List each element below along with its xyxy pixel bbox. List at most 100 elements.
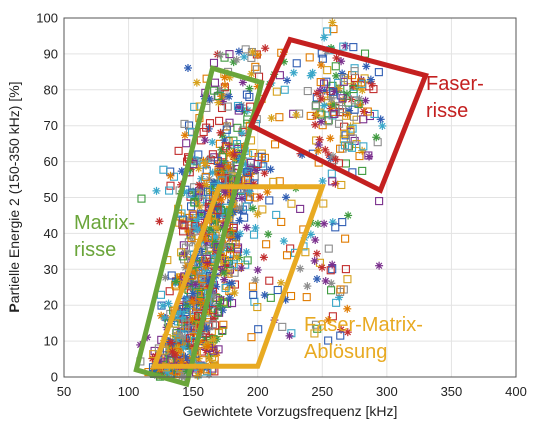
data-point-square	[240, 213, 249, 222]
data-point-asterisk	[321, 276, 330, 285]
data-point-square	[208, 150, 217, 159]
data-point-square	[322, 77, 331, 86]
data-point-square	[199, 127, 208, 137]
data-point-square	[232, 140, 242, 149]
data-point-square	[336, 285, 345, 294]
data-point-square	[219, 320, 228, 329]
data-point-asterisk	[155, 217, 164, 226]
data-point-asterisk	[313, 275, 322, 284]
data-point-asterisk	[209, 178, 218, 187]
y-axis-label-initial: P	[6, 303, 22, 312]
data-point-square	[249, 148, 258, 158]
data-point-asterisk	[237, 194, 246, 203]
data-point-asterisk	[260, 169, 269, 178]
data-point-square	[351, 96, 360, 105]
data-point-asterisk	[217, 195, 226, 204]
data-point-asterisk	[306, 230, 315, 239]
data-point-square	[287, 291, 296, 301]
data-point-square	[272, 87, 281, 96]
data-point-square	[198, 197, 207, 206]
data-point-asterisk	[201, 159, 210, 168]
data-point-asterisk	[193, 225, 202, 234]
data-point-asterisk	[172, 277, 181, 286]
data-point-asterisk	[220, 275, 229, 284]
data-point-asterisk	[311, 236, 320, 245]
data-point-square	[189, 227, 198, 236]
data-point-square	[277, 217, 286, 227]
data-point-asterisk	[267, 114, 276, 123]
data-point-asterisk	[263, 188, 272, 197]
region-label-line: Matrix-	[74, 212, 135, 234]
data-point-square	[328, 312, 337, 321]
data-point-square	[181, 243, 190, 252]
data-point-square	[202, 123, 211, 132]
data-point-square	[238, 128, 247, 137]
data-point-asterisk	[318, 263, 327, 272]
data-point-square	[340, 141, 349, 150]
y-tick-label: 90	[44, 46, 58, 61]
data-point-asterisk	[289, 68, 298, 77]
data-point-square	[200, 246, 209, 255]
data-point-asterisk	[180, 131, 189, 140]
data-point-square	[218, 326, 227, 336]
data-point-square	[282, 251, 292, 260]
data-point-square	[328, 177, 337, 186]
data-point-asterisk	[240, 52, 249, 61]
data-point-square	[225, 251, 235, 260]
y-tick-label: 40	[44, 226, 58, 241]
data-point-square	[302, 293, 311, 302]
data-point-asterisk	[252, 166, 261, 175]
data-point-square	[166, 181, 175, 190]
data-point-square	[287, 329, 296, 338]
data-point-asterisk	[203, 342, 212, 351]
data-point-square	[242, 90, 251, 99]
data-point-asterisk	[327, 95, 336, 104]
data-point-square	[249, 230, 259, 239]
data-point-square	[245, 92, 254, 101]
data-point-square	[280, 85, 289, 94]
data-point-square	[346, 126, 355, 135]
data-point-square	[363, 107, 372, 116]
data-point-asterisk	[324, 316, 333, 325]
y-tick-label: 60	[44, 154, 58, 169]
data-point-square	[332, 298, 341, 307]
data-point-asterisk	[162, 367, 171, 376]
data-point-square	[165, 287, 174, 296]
data-point-asterisk	[251, 276, 260, 285]
data-point-square	[204, 233, 214, 242]
data-point-square	[137, 194, 146, 203]
data-point-square	[203, 187, 212, 196]
data-point-asterisk	[332, 71, 341, 80]
data-point-square	[329, 87, 338, 96]
data-point-square	[375, 197, 384, 206]
data-point-asterisk	[205, 355, 214, 364]
data-point-square	[246, 158, 255, 167]
data-point-asterisk	[209, 335, 218, 344]
x-axis-label: Gewichtete Vorzugsfrequenz [kHz]	[183, 403, 398, 419]
data-point-square	[260, 153, 269, 162]
y-tick-label: 10	[44, 334, 58, 349]
data-point-square	[330, 109, 339, 118]
data-point-square	[318, 54, 327, 63]
region-label-line: Ablösung	[304, 341, 387, 363]
data-point-asterisk	[193, 371, 202, 380]
data-point-square	[341, 234, 350, 243]
data-point-square	[210, 78, 220, 87]
y-axis-label-rest: artielle Energie 2 (150-350 kHz) [%]	[6, 81, 22, 303]
data-point-square	[214, 345, 223, 354]
data-point-asterisk	[283, 76, 292, 85]
data-point-square	[202, 254, 211, 264]
data-point-square	[185, 334, 195, 343]
data-point-asterisk	[227, 279, 236, 288]
data-point-square	[254, 325, 263, 334]
data-point-square	[272, 210, 281, 219]
data-point-square	[198, 274, 207, 283]
data-point-square	[296, 204, 305, 213]
data-point-asterisk	[220, 269, 229, 278]
data-point-asterisk	[203, 259, 212, 268]
data-point-square	[225, 163, 234, 172]
x-tick-label: 350	[441, 384, 463, 399]
data-point-asterisk	[285, 331, 294, 340]
data-point-asterisk	[216, 128, 225, 137]
